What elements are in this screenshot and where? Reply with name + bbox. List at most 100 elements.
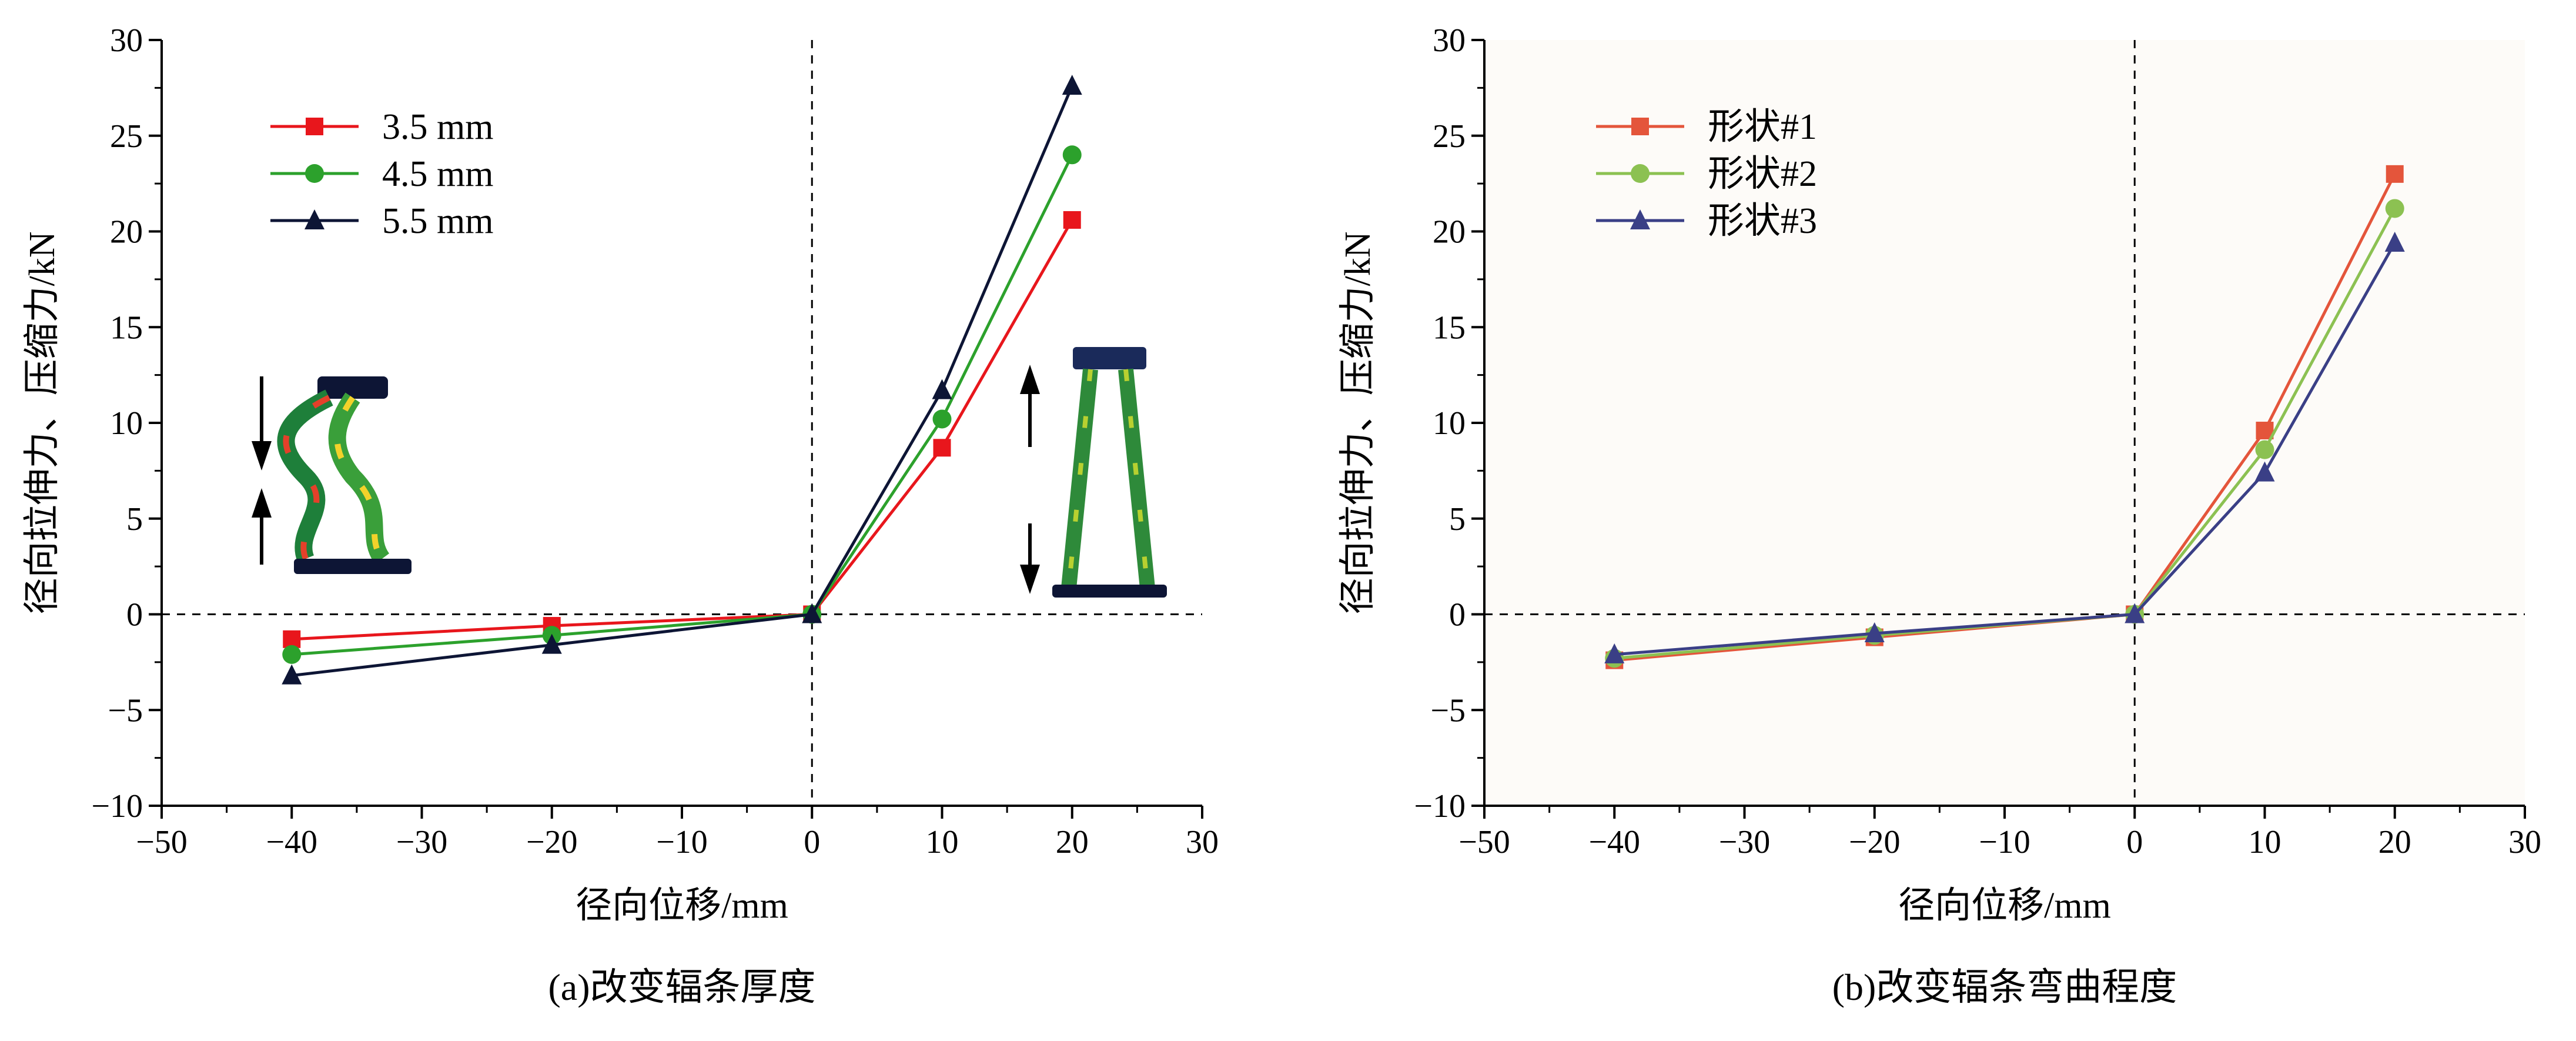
data-point (282, 664, 302, 685)
series-lines (1604, 165, 2405, 669)
legend-label: 形状#1 (1708, 107, 1817, 147)
y-tick-label: 5 (126, 501, 143, 538)
data-point (933, 439, 951, 457)
y-tick-label: 0 (126, 597, 143, 633)
x-tick-label: −50 (1458, 824, 1510, 860)
x-tick-label: −20 (526, 824, 578, 860)
x-tick-label: 20 (2378, 824, 2411, 860)
x-tick-label: −20 (1849, 824, 1901, 860)
y-tick-label: 10 (110, 405, 143, 442)
data-point (1062, 75, 1082, 95)
legend: 3.5 mm 4.5 mm 5.5 mm (270, 107, 493, 241)
zero-lines (162, 40, 1202, 806)
left-spoke (1061, 368, 1098, 589)
x-tick-label: 30 (1186, 824, 1219, 860)
y-tick-label: 20 (1433, 214, 1466, 251)
x-tick-label: 10 (926, 824, 959, 860)
y-tick-label: 10 (1433, 405, 1466, 442)
y-tick-label: 30 (110, 22, 143, 59)
x-tick-label: −30 (1719, 824, 1771, 860)
left-spoke (277, 389, 333, 562)
y-tick-label: 25 (110, 118, 143, 155)
x-axis-label: 径向位移/mm (1898, 886, 2111, 926)
data-point (1864, 622, 1885, 643)
series-3 (1604, 232, 2405, 663)
y-tick-label: −5 (1430, 692, 1466, 729)
data-point (1604, 643, 1625, 663)
legend-marker (1631, 118, 1649, 135)
right-spoke-stress (334, 396, 385, 560)
legend-marker (1630, 209, 1650, 229)
legend-label: 5.5 mm (382, 201, 493, 241)
axes (1471, 39, 2526, 819)
y-tick-label: −5 (108, 692, 143, 729)
x-tick-label: 0 (2126, 824, 2143, 860)
data-point (1063, 211, 1081, 229)
x-tick-label: −10 (656, 824, 708, 860)
data-point (932, 409, 952, 429)
stretched-spoke-model (1020, 347, 1167, 598)
x-tick-label: 30 (2508, 824, 2541, 860)
x-tick-label: 0 (804, 824, 820, 860)
series-lines (282, 75, 1082, 685)
legend-marker (305, 209, 324, 229)
caption: (b)改变辐条弯曲程度 (1832, 966, 2177, 1008)
legend-label: 3.5 mm (382, 107, 493, 147)
legend-marker (1631, 164, 1650, 183)
data-point (2254, 461, 2275, 482)
y-tick-label: 0 (1449, 597, 1466, 633)
y-axis-label: 径向拉伸力、压缩力/kN (22, 231, 62, 614)
data-point (2255, 440, 2274, 459)
data-point (1062, 145, 1082, 165)
legend-marker (305, 164, 324, 183)
plot-area (1484, 40, 2525, 806)
x-tick-label: −10 (1979, 824, 2030, 860)
legend: 形状#1 形状#2 形状#3 (1596, 107, 1817, 241)
y-tick-label: 15 (1433, 309, 1466, 346)
y-axis-label: 径向拉伸力、压缩力/kN (1338, 231, 1378, 614)
up-arrow-head-icon (1020, 365, 1040, 394)
top-rim (317, 376, 388, 399)
data-point (932, 379, 952, 399)
legend-label: 形状#2 (1708, 154, 1817, 194)
x-tick-label: −40 (1588, 824, 1640, 860)
x-axis-label: 径向位移/mm (576, 886, 788, 926)
compressed-spoke-model (252, 376, 412, 574)
down-arrow-head-icon (1020, 565, 1040, 594)
data-point (802, 603, 822, 623)
series-3 (282, 75, 1082, 685)
x-tick-label: −30 (396, 824, 448, 860)
top-rim (1073, 347, 1146, 369)
data-point (2385, 199, 2404, 218)
bottom-rim (1052, 585, 1167, 598)
legend-label: 4.5 mm (382, 154, 493, 194)
axes (149, 39, 1203, 819)
right-spoke (1118, 368, 1155, 589)
up-arrow-head-icon (252, 488, 272, 518)
x-tick-label: −50 (136, 824, 188, 860)
zero-lines (1484, 40, 2525, 806)
y-tick-label: 30 (1433, 22, 1466, 59)
bottom-rim (294, 559, 412, 574)
plot-area (162, 40, 1202, 806)
x-tick-label: 20 (1056, 824, 1089, 860)
down-arrow-head-icon (252, 441, 272, 471)
x-tick-label: −40 (266, 824, 317, 860)
chart-panel-b: −50 −40 −30 −20 −10 0 10 20 30−10−5051015202530 … (1338, 22, 2541, 1008)
y-tick-label: 25 (1433, 118, 1466, 155)
data-point (2125, 603, 2145, 623)
y-tick-label: 20 (110, 214, 143, 251)
data-point (283, 630, 301, 648)
data-point (282, 645, 302, 664)
data-point (2384, 232, 2405, 252)
data-point (2386, 165, 2404, 183)
legend-marker (306, 118, 323, 135)
data-point (541, 633, 562, 654)
y-tick-label: 15 (110, 309, 143, 346)
y-tick-label: −10 (1414, 788, 1466, 825)
legend-label: 形状#3 (1708, 201, 1817, 241)
